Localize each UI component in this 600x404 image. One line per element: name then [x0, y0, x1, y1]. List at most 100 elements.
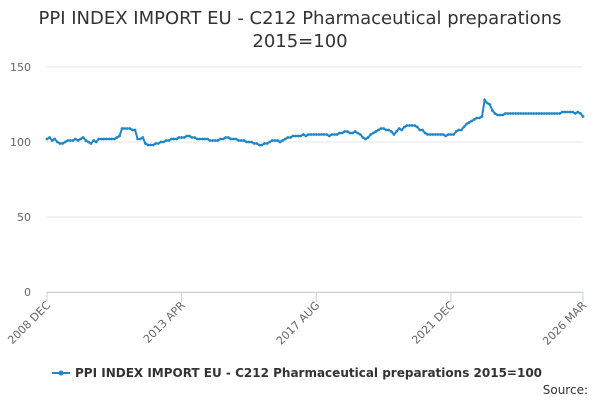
- marker: [361, 136, 365, 139]
- marker: [555, 112, 559, 115]
- marker: [534, 112, 538, 115]
- marker: [250, 140, 253, 144]
- marker: [446, 133, 450, 136]
- marker: [333, 133, 336, 136]
- marker: [553, 112, 556, 115]
- marker: [322, 133, 326, 136]
- marker: [465, 122, 468, 126]
- marker: [58, 142, 62, 145]
- marker: [340, 131, 344, 135]
- y-tick-label: 50: [17, 211, 31, 224]
- marker: [537, 112, 541, 115]
- chart-title: PPI INDEX IMPORT EU - C212 Pharmaceutica…: [39, 8, 562, 29]
- marker: [177, 136, 181, 139]
- marker: [490, 109, 494, 112]
- marker: [219, 137, 222, 141]
- marker: [128, 127, 132, 130]
- marker: [247, 140, 251, 144]
- marker: [402, 125, 406, 129]
- marker: [133, 128, 137, 132]
- marker: [351, 131, 354, 135]
- marker: [545, 112, 549, 115]
- marker: [105, 137, 108, 141]
- marker: [452, 133, 455, 136]
- marker: [426, 133, 430, 136]
- marker: [268, 140, 272, 144]
- marker: [475, 116, 479, 120]
- marker: [193, 136, 196, 139]
- marker: [480, 115, 484, 118]
- marker: [377, 128, 380, 132]
- marker: [462, 125, 466, 129]
- marker: [45, 137, 49, 141]
- marker: [441, 133, 445, 136]
- marker: [522, 112, 525, 115]
- marker: [317, 133, 321, 136]
- marker: [431, 133, 435, 136]
- marker: [48, 136, 51, 139]
- marker: [263, 142, 266, 145]
- marker: [213, 139, 217, 142]
- marker: [405, 124, 409, 127]
- marker: [566, 110, 569, 114]
- marker: [257, 143, 261, 147]
- marker: [224, 136, 228, 139]
- marker: [449, 133, 453, 136]
- marker: [576, 110, 580, 114]
- marker: [335, 133, 339, 136]
- marker: [131, 128, 134, 132]
- marker: [379, 127, 383, 130]
- marker: [488, 103, 492, 106]
- marker: [366, 136, 370, 139]
- marker: [87, 140, 90, 144]
- marker: [304, 134, 308, 138]
- x-tick-label: 2021 DEC: [409, 299, 457, 347]
- y-tick-label: 0: [24, 286, 31, 299]
- marker: [423, 131, 427, 135]
- marker: [573, 112, 577, 115]
- marker: [459, 128, 463, 132]
- marker: [291, 134, 295, 138]
- x-tick-label: 2026 MAR: [540, 299, 589, 348]
- marker: [156, 142, 160, 145]
- marker: [50, 139, 54, 142]
- marker: [353, 130, 357, 133]
- marker: [149, 143, 152, 147]
- marker: [472, 118, 476, 121]
- marker: [511, 112, 515, 115]
- marker: [454, 130, 458, 133]
- marker: [162, 140, 165, 144]
- marker: [206, 137, 209, 141]
- marker: [74, 137, 77, 141]
- marker: [579, 112, 582, 115]
- marker: [281, 139, 285, 142]
- marker: [234, 137, 238, 141]
- marker: [270, 139, 274, 142]
- marker: [415, 125, 419, 129]
- marker: [428, 133, 432, 136]
- marker: [136, 137, 140, 141]
- marker: [314, 133, 318, 136]
- marker: [563, 110, 567, 114]
- marker: [320, 133, 323, 136]
- marker: [138, 137, 142, 141]
- marker: [493, 112, 497, 115]
- marker: [203, 137, 207, 141]
- y-tick-label: 100: [10, 136, 31, 149]
- marker: [79, 137, 83, 141]
- marker: [467, 121, 471, 124]
- marker: [327, 134, 331, 138]
- marker: [547, 112, 551, 115]
- marker: [301, 133, 305, 136]
- marker: [392, 133, 396, 136]
- marker: [389, 130, 393, 133]
- marker: [84, 139, 88, 142]
- marker: [358, 133, 362, 136]
- marker: [154, 142, 158, 145]
- marker: [325, 133, 329, 136]
- marker: [92, 139, 96, 142]
- marker: [180, 136, 184, 139]
- marker: [550, 112, 554, 115]
- marker: [558, 112, 562, 115]
